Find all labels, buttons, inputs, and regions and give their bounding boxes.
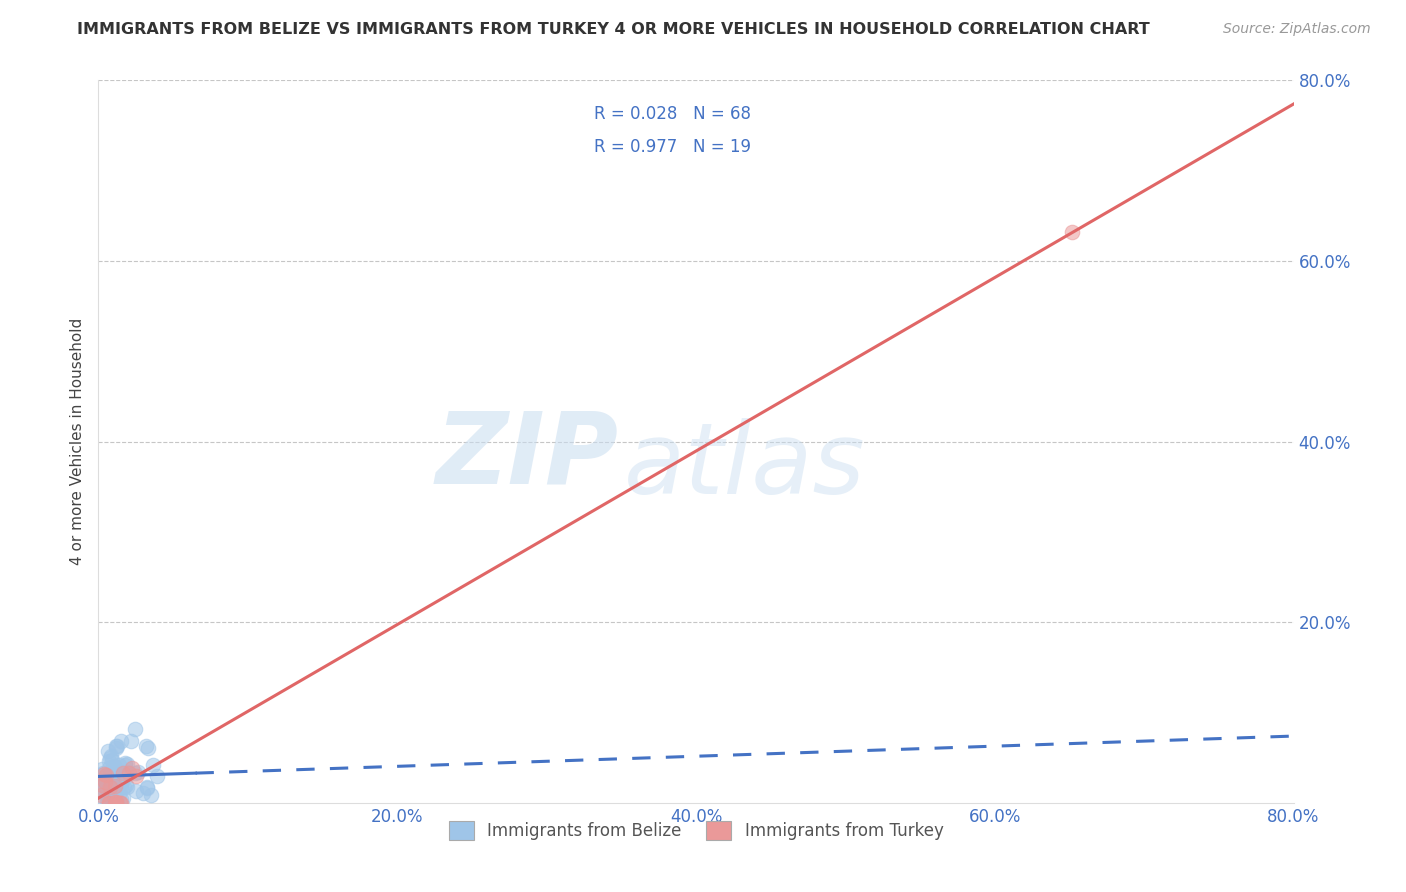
Text: R = 0.977   N = 19: R = 0.977 N = 19 — [595, 137, 751, 156]
Point — [131, 786, 153, 800]
Point — [114, 758, 136, 772]
Point — [145, 769, 167, 783]
Point — [108, 796, 131, 810]
Point — [98, 793, 121, 807]
Point — [91, 778, 114, 792]
Point — [115, 764, 138, 779]
Point — [135, 780, 157, 794]
Point — [120, 734, 142, 748]
Point — [97, 796, 120, 810]
Point — [125, 769, 148, 783]
Point — [121, 761, 143, 775]
Point — [101, 764, 124, 778]
Point — [89, 768, 111, 782]
Point — [100, 753, 122, 767]
Point — [105, 739, 128, 754]
Point — [124, 722, 146, 736]
Y-axis label: 4 or more Vehicles in Household: 4 or more Vehicles in Household — [69, 318, 84, 566]
Text: atlas: atlas — [624, 418, 866, 516]
Text: ZIP: ZIP — [436, 408, 619, 505]
Point — [94, 775, 117, 789]
Text: IMMIGRANTS FROM BELIZE VS IMMIGRANTS FROM TURKEY 4 OR MORE VEHICLES IN HOUSEHOLD: IMMIGRANTS FROM BELIZE VS IMMIGRANTS FRO… — [77, 22, 1150, 37]
Point — [104, 779, 127, 793]
Point — [100, 780, 122, 795]
Point — [96, 783, 118, 797]
Point — [107, 787, 129, 801]
Legend: Immigrants from Belize, Immigrants from Turkey: Immigrants from Belize, Immigrants from … — [440, 813, 952, 848]
Point — [103, 795, 125, 809]
Point — [142, 758, 165, 772]
Point — [107, 764, 129, 779]
Point — [136, 741, 159, 756]
Point — [100, 770, 122, 784]
Point — [91, 780, 114, 795]
Point — [100, 770, 122, 784]
Point — [112, 790, 135, 805]
Point — [91, 762, 114, 776]
Point — [94, 768, 117, 782]
Point — [100, 749, 122, 764]
Point — [89, 777, 111, 791]
Point — [110, 733, 132, 747]
Point — [107, 782, 129, 797]
Point — [105, 739, 128, 754]
Point — [101, 760, 124, 774]
Point — [93, 786, 115, 800]
Point — [97, 754, 120, 768]
Point — [101, 783, 124, 797]
Point — [115, 780, 138, 794]
Point — [108, 758, 131, 772]
Point — [103, 778, 125, 792]
Point — [90, 789, 112, 803]
Point — [103, 759, 125, 773]
Point — [104, 762, 127, 776]
Point — [127, 765, 149, 780]
Point — [111, 765, 134, 780]
Point — [104, 773, 127, 788]
Text: Source: ZipAtlas.com: Source: ZipAtlas.com — [1223, 22, 1371, 37]
Point — [118, 766, 141, 780]
Point — [98, 796, 121, 810]
Point — [96, 775, 118, 789]
Point — [115, 756, 138, 771]
Point — [105, 796, 128, 810]
Point — [101, 778, 124, 792]
Point — [114, 756, 136, 770]
Point — [94, 778, 117, 792]
Point — [135, 739, 157, 753]
Point — [91, 771, 114, 785]
Point — [98, 785, 121, 799]
Point — [97, 744, 120, 758]
Text: R = 0.028   N = 68: R = 0.028 N = 68 — [595, 105, 751, 123]
Point — [98, 789, 121, 803]
Point — [110, 796, 132, 810]
Point — [124, 765, 146, 780]
Point — [105, 740, 128, 755]
Point — [110, 780, 132, 794]
Point — [103, 787, 125, 801]
Point — [96, 794, 118, 808]
Point — [1062, 225, 1084, 239]
Point — [98, 761, 121, 775]
Point — [90, 794, 112, 808]
Point — [93, 767, 115, 781]
Point — [112, 780, 135, 794]
Point — [110, 792, 132, 806]
Point — [135, 781, 157, 796]
Point — [115, 778, 138, 792]
Point — [105, 796, 128, 810]
Point — [96, 775, 118, 789]
Point — [110, 774, 132, 789]
Point — [98, 751, 121, 765]
Point — [124, 784, 146, 798]
Point — [97, 791, 120, 805]
Point — [110, 772, 132, 787]
Point — [91, 766, 114, 780]
Point — [139, 788, 162, 802]
Point — [104, 767, 127, 781]
